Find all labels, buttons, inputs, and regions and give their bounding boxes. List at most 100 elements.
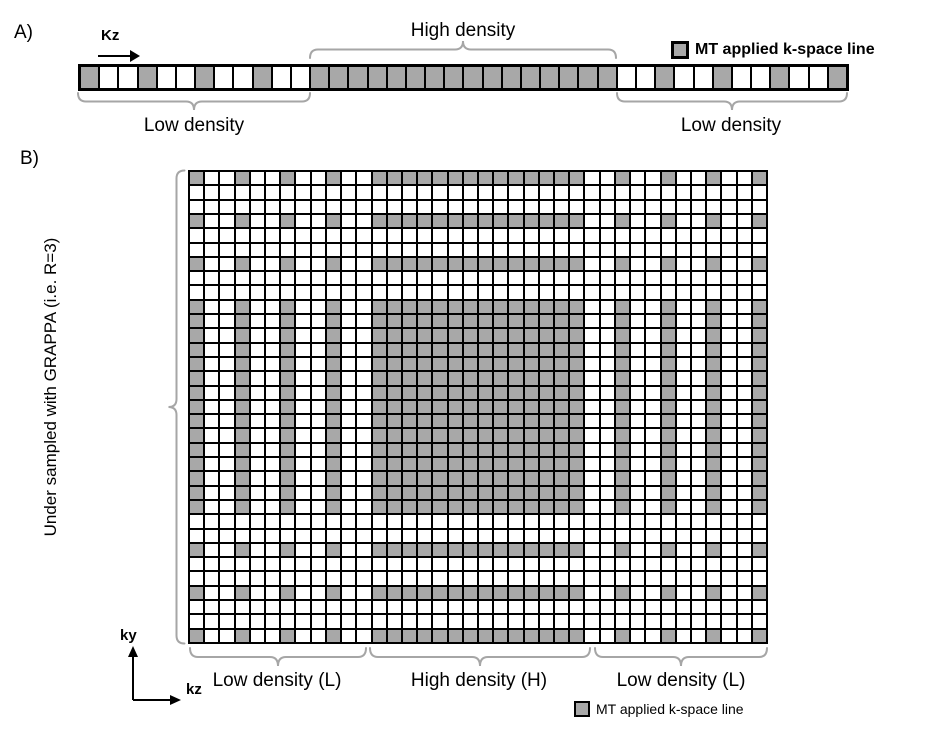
kspace-grid-cell <box>661 200 675 213</box>
kspace-grid-cell <box>676 172 690 185</box>
kspace-grid-cell <box>600 400 614 414</box>
kspace-grid-cell <box>615 386 630 399</box>
kspace-grid-cell <box>463 629 477 642</box>
kspace-grid-cell <box>737 300 751 314</box>
kspace-grid-cell <box>250 458 265 471</box>
kspace-grid-cell <box>266 601 280 614</box>
kspace-grid-cell <box>281 286 295 299</box>
kspace-grid-cell <box>631 472 645 485</box>
kspace-strip-cell <box>406 67 425 88</box>
kspace-grid-cell <box>631 558 645 571</box>
kspace-grid-cell <box>326 558 341 571</box>
kspace-grid-cell <box>494 558 508 571</box>
kspace-grid-cell <box>342 386 356 399</box>
kspace-grid-cell <box>752 443 766 457</box>
kspace-grid-cell <box>585 372 599 385</box>
kspace-grid-cell <box>509 400 523 414</box>
kspace-grid-cell <box>524 372 538 385</box>
kspace-grid-cell <box>752 529 766 542</box>
kspace-grid-cell <box>539 200 554 213</box>
kspace-grid-cell <box>631 214 645 228</box>
kspace-grid-cell <box>555 286 569 299</box>
kspace-grid-cell <box>326 272 341 285</box>
kspace-grid-cell <box>752 257 766 271</box>
kspace-grid-cell <box>418 601 432 614</box>
kspace-grid-cell <box>235 357 249 371</box>
kspace-grid-cell <box>433 272 447 285</box>
kspace-grid-cell <box>570 458 584 471</box>
kspace-grid-cell <box>342 558 356 571</box>
kspace-grid-cell <box>494 415 508 428</box>
kspace-grid-cell <box>250 172 265 185</box>
kspace-grid-cell <box>509 372 523 385</box>
kspace-grid-cell <box>220 500 234 514</box>
kspace-grid-cell <box>494 458 508 471</box>
kspace-grid-cell <box>479 486 493 499</box>
kspace-grid-cell <box>281 272 295 285</box>
kspace-grid-cell <box>524 315 538 328</box>
kz-axis-label-a: Kz <box>101 27 120 44</box>
kspace-grid-cell <box>402 458 417 471</box>
kspace-grid-cell <box>357 272 371 285</box>
kspace-grid-cell <box>509 172 523 185</box>
kspace-grid-cell <box>615 415 630 428</box>
kspace-grid-cell <box>190 386 204 399</box>
kspace-grid-cell <box>387 357 401 371</box>
kspace-grid-cell <box>205 214 219 228</box>
kspace-grid-cell <box>296 257 310 271</box>
kspace-grid-cell <box>190 415 204 428</box>
kspace-grid-cell <box>509 458 523 471</box>
kspace-grid-cell <box>524 443 538 457</box>
kspace-grid-cell <box>570 586 584 600</box>
kspace-grid-cell <box>555 200 569 213</box>
kspace-grid-cell <box>479 200 493 213</box>
kspace-grid-cell <box>342 172 356 185</box>
kspace-grid-cell <box>707 443 721 457</box>
kspace-grid-cell <box>494 343 508 356</box>
kspace-grid-cell <box>585 472 599 485</box>
kspace-grid-cell <box>737 372 751 385</box>
kspace-grid-cell <box>448 300 462 314</box>
kspace-grid-cell <box>524 272 538 285</box>
kspace-grid-cell <box>631 429 645 442</box>
kspace-grid-cell <box>296 200 310 213</box>
kspace-grid-cell <box>615 286 630 299</box>
kspace-grid-cell <box>342 458 356 471</box>
kspace-grid-cell <box>190 286 204 299</box>
kspace-grid-cell <box>661 386 675 399</box>
kspace-grid-cell <box>737 214 751 228</box>
kspace-grid-cell <box>266 372 280 385</box>
kspace-grid-cell <box>524 615 538 628</box>
kspace-grid-cell <box>631 372 645 385</box>
kspace-grid-cell <box>737 443 751 457</box>
kspace-grid-cell <box>676 415 690 428</box>
kspace-grid-cell <box>418 172 432 185</box>
kspace-grid-cell <box>509 357 523 371</box>
kspace-grid-cell <box>311 200 325 213</box>
kspace-grid-cell <box>326 443 341 457</box>
kspace-grid-cell <box>707 400 721 414</box>
kspace-grid-cell <box>205 415 219 428</box>
kspace-grid-cell <box>402 229 417 242</box>
kspace-grid-cell <box>676 586 690 600</box>
kspace-grid-cell <box>752 300 766 314</box>
kspace-strip-cell <box>713 67 731 88</box>
kspace-grid-cell <box>402 186 417 199</box>
kspace-grid-cell <box>296 286 310 299</box>
kspace-grid-cell <box>722 472 736 485</box>
kspace-grid-cell <box>235 500 249 514</box>
kspace-grid-cell <box>418 486 432 499</box>
kspace-grid-cell <box>402 372 417 385</box>
kspace-grid-cell <box>387 515 401 528</box>
kspace-grid-cell <box>205 357 219 371</box>
kspace-grid-cell <box>585 586 599 600</box>
kspace-grid-cell <box>752 214 766 228</box>
kspace-grid-cell <box>342 615 356 628</box>
kspace-grid-cell <box>463 372 477 385</box>
kspace-grid-cell <box>311 243 325 256</box>
kspace-grid-cell <box>676 200 690 213</box>
kspace-grid-cell <box>281 572 295 585</box>
kspace-grid-cell <box>676 286 690 299</box>
kspace-grid-cell <box>691 543 706 557</box>
kspace-grid-cell <box>402 300 417 314</box>
